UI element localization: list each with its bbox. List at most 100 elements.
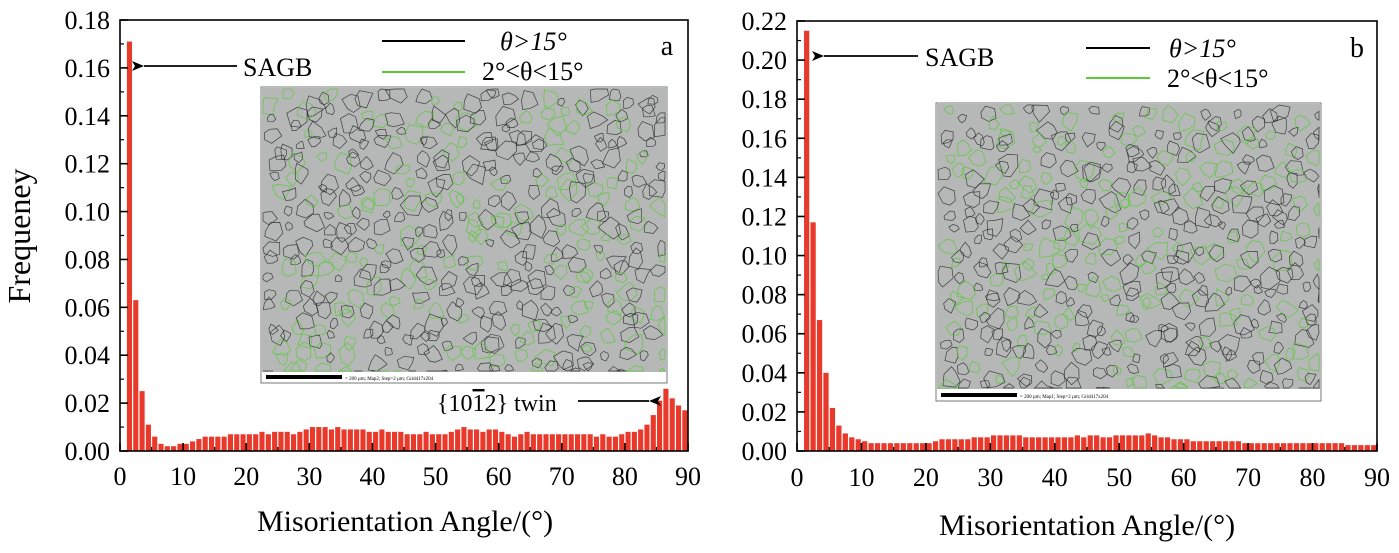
grain-boundary	[605, 255, 627, 274]
grain-boundary	[1022, 198, 1040, 215]
grain-boundary	[373, 169, 392, 187]
grain-boundary	[1075, 284, 1087, 293]
bar	[139, 391, 145, 451]
grain-boundary	[1295, 222, 1311, 238]
grain-boundary	[480, 315, 492, 333]
bar	[1184, 439, 1190, 451]
grain-boundary	[1060, 159, 1079, 178]
grain-boundary	[649, 196, 666, 218]
grain-boundary	[1273, 357, 1293, 375]
grain-boundary	[943, 298, 957, 314]
grain-boundary	[1288, 169, 1307, 183]
grain-boundary	[480, 89, 497, 102]
bar	[1106, 437, 1113, 451]
grain-boundary	[1282, 378, 1294, 389]
grain-boundary	[1225, 349, 1238, 362]
grain-boundary	[263, 249, 279, 264]
y-tick-label: 0.14	[742, 163, 788, 192]
bar	[804, 30, 810, 452]
x-tick-label: 40	[359, 462, 385, 491]
grain-boundary	[565, 157, 581, 173]
grain-boundary	[466, 255, 484, 271]
grain-boundary	[469, 110, 487, 126]
grain-boundary	[409, 247, 425, 263]
grain-boundary	[597, 191, 610, 207]
grain-boundary	[524, 134, 544, 153]
grain-boundary	[1024, 316, 1035, 330]
grain-boundary	[332, 132, 348, 150]
y-axis-title-a: Frequeney	[1, 168, 37, 303]
grain-boundary	[1213, 138, 1235, 157]
twin-label-a: {1012} twin	[437, 391, 557, 417]
grain-boundary	[1087, 271, 1099, 284]
bar	[309, 427, 316, 451]
grain-boundary	[1216, 120, 1228, 132]
grain-boundary	[1062, 306, 1076, 321]
grain-boundary	[1258, 138, 1268, 148]
bar	[196, 439, 202, 451]
grain-boundary	[458, 211, 467, 221]
x-tick-label: 40	[1042, 463, 1068, 492]
grain-boundary	[559, 315, 572, 329]
grain-boundary	[1031, 132, 1048, 149]
grain-boundary	[1172, 249, 1190, 265]
grain-boundary	[471, 274, 486, 288]
grain-boundary	[1130, 374, 1147, 389]
grain-boundary	[1002, 383, 1015, 389]
y-axis-b: 0.00 0.02 0.04 0.06 0.08 0.10 0.12 0.14 0.16 0.18…	[742, 7, 805, 466]
grain-boundary	[1233, 109, 1242, 119]
grain-boundary	[1272, 249, 1293, 271]
grain-boundary	[1155, 271, 1173, 290]
grain-boundary	[1227, 231, 1239, 244]
grain-boundary	[1239, 327, 1253, 339]
bar	[900, 443, 906, 451]
grain-boundary	[521, 90, 539, 111]
grain-boundary	[958, 378, 971, 389]
grain-boundary	[448, 189, 465, 209]
grain-boundary	[556, 224, 567, 237]
grain-boundary	[1215, 288, 1230, 307]
grain-boundary	[1255, 213, 1272, 228]
grain-boundary	[359, 302, 374, 320]
grain-boundary	[1160, 266, 1180, 283]
y-tick-label: 0.22	[742, 7, 788, 36]
grain-boundary	[942, 366, 961, 388]
grain-boundary	[1233, 275, 1252, 292]
bar	[1255, 443, 1261, 451]
grain-boundary	[1273, 219, 1286, 229]
grain-boundary	[1255, 154, 1275, 172]
grain-boundary	[943, 210, 956, 221]
grain-boundary	[1098, 178, 1113, 192]
bar	[842, 433, 848, 451]
grain-boundary	[1224, 377, 1242, 389]
grain-boundary	[308, 334, 323, 349]
x-tick-label: 50	[1106, 463, 1132, 492]
grain-boundary	[1018, 158, 1031, 174]
grain-boundary	[1205, 120, 1220, 138]
grain-boundary	[1111, 177, 1132, 199]
grain-boundary	[543, 253, 558, 265]
grain-boundary	[1245, 240, 1266, 264]
grain-boundary	[1289, 250, 1304, 267]
grain-boundary	[1243, 377, 1258, 389]
grain-boundary	[972, 183, 992, 200]
grain-boundary	[951, 162, 965, 178]
grain-boundary	[1163, 327, 1178, 343]
grain-boundary	[307, 135, 321, 148]
grain-boundary	[360, 196, 376, 214]
grain-boundary	[300, 274, 319, 290]
bar	[1190, 441, 1196, 451]
grain-boundary	[1177, 146, 1197, 164]
grain-boundary	[1204, 242, 1225, 260]
bar	[347, 429, 353, 451]
bar	[562, 434, 568, 451]
grain-boundary	[1070, 223, 1079, 233]
grain-boundary	[635, 150, 648, 165]
bar	[1197, 441, 1203, 451]
grain-boundary	[436, 249, 445, 259]
inset-caption-b: = 200 µm; Map1; Step=2 µm; Grid417x204	[1020, 395, 1109, 400]
grain-boundary	[497, 261, 508, 272]
grain-boundary	[534, 348, 556, 367]
grain-boundary	[994, 262, 1009, 274]
grain-boundary	[285, 171, 299, 187]
